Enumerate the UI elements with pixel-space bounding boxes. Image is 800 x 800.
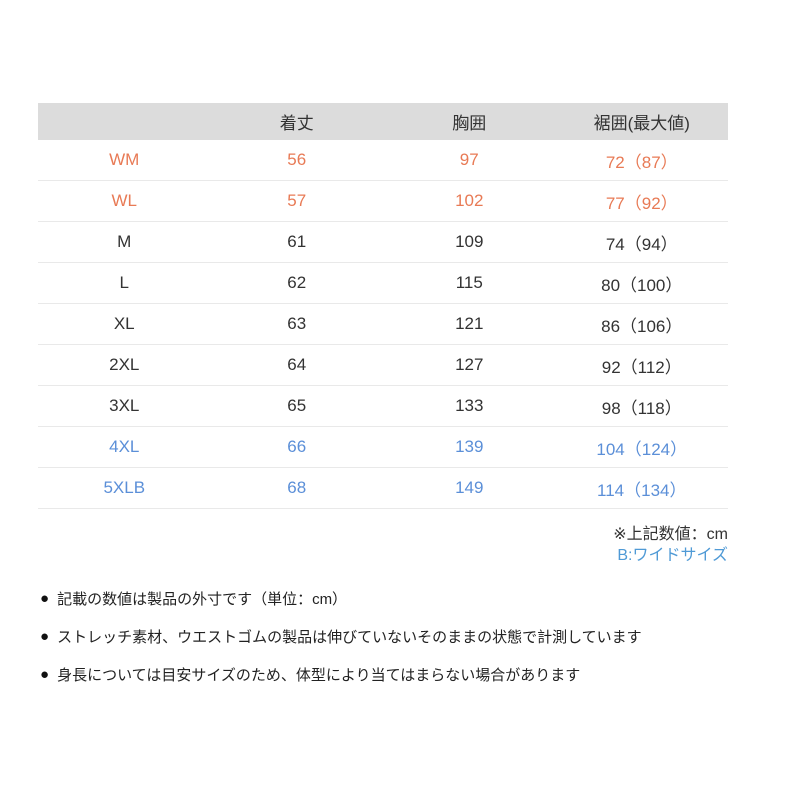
- chest-cell: 109: [455, 232, 484, 251]
- hem-cell: 114（134）: [597, 480, 687, 500]
- footnote-text: ストレッチ素材、ウエストゴムの製品は伸びていないそのままの状態で計測しています: [57, 629, 642, 646]
- unit-note: ※上記数値：cm: [613, 526, 728, 543]
- length-cell: 57: [287, 191, 307, 210]
- size-label-cell: M: [117, 232, 132, 251]
- size-label-cell: WM: [109, 150, 140, 169]
- chest-cell: 115: [455, 273, 483, 292]
- chest-cell: 102: [455, 191, 484, 210]
- size-label-cell: XL: [113, 314, 135, 333]
- chest-cell: 133: [455, 396, 484, 415]
- hem-cell: 86（106）: [601, 316, 683, 336]
- footnote-item: ● ストレッチ素材、ウエストゴムの製品は伸びていないそのままの状態で計測していま…: [40, 626, 760, 647]
- table-row: 3XL 65 133 98（118）: [38, 386, 728, 427]
- header-hem-max: 裾囲(最大値): [593, 114, 690, 133]
- notes-block: ※上記数値：cm B:ワイドサイズ: [38, 524, 728, 566]
- length-cell: 56: [287, 150, 307, 169]
- wide-size-note: B:ワイドサイズ: [617, 547, 728, 564]
- bullet-icon: ●: [40, 628, 50, 645]
- table-header-row: 着丈 胸囲 裾囲(最大値): [38, 103, 728, 140]
- size-label-cell: 5XLB: [103, 478, 146, 497]
- size-label-cell: L: [119, 273, 129, 292]
- footnote-item: ● 身長については目安サイズのため、体型により当てはまらない場合があります: [40, 664, 760, 685]
- table-row: M 61 109 74（94）: [38, 222, 728, 263]
- footnote-text: 記載の数値は製品の外寸です（単位：cm）: [57, 591, 348, 608]
- chest-cell: 139: [455, 437, 484, 456]
- hem-cell: 98（118）: [601, 398, 682, 418]
- length-cell: 63: [287, 314, 307, 333]
- chest-cell: 149: [455, 478, 484, 497]
- length-cell: 65: [287, 396, 307, 415]
- table-row: 2XL 64 127 92（112）: [38, 345, 728, 386]
- table-body: WM 56 97 72（87） WL 57 102 77（92） M 61 10…: [38, 140, 728, 509]
- hem-cell: 92（112）: [601, 357, 682, 377]
- size-label-cell: WL: [111, 191, 138, 210]
- table-row: 4XL 66 139 104（124）: [38, 427, 728, 468]
- chest-cell: 121: [455, 314, 484, 333]
- hem-cell: 72（87）: [605, 152, 678, 172]
- table-row: 5XLB 68 149 114（134）: [38, 468, 728, 509]
- length-cell: 66: [287, 437, 307, 456]
- chest-cell: 127: [455, 355, 484, 374]
- footnote-item: ● 記載の数値は製品の外寸です（単位：cm）: [40, 588, 760, 609]
- table-row: WM 56 97 72（87）: [38, 140, 728, 181]
- hem-cell: 77（92）: [605, 193, 678, 213]
- table-row: L 62 115 80（100）: [38, 263, 728, 304]
- size-label-cell: 4XL: [109, 437, 140, 456]
- footnotes: ● 記載の数値は製品の外寸です（単位：cm） ● ストレッチ素材、ウエストゴムの…: [40, 588, 760, 702]
- length-cell: 62: [287, 273, 307, 292]
- footnote-text: 身長については目安サイズのため、体型により当てはまらない場合があります: [57, 667, 581, 684]
- size-label-cell: 2XL: [109, 355, 140, 374]
- header-chest: 胸囲: [452, 114, 487, 133]
- size-table: 着丈 胸囲 裾囲(最大値) WM 56 97 72（87） WL 57 102 …: [38, 103, 728, 509]
- length-cell: 61: [287, 232, 307, 251]
- table-row: WL 57 102 77（92）: [38, 181, 728, 222]
- hem-cell: 74（94）: [605, 234, 678, 254]
- hem-cell: 104（124）: [596, 439, 688, 459]
- hem-cell: 80（100）: [601, 275, 683, 295]
- chest-cell: 97: [459, 150, 479, 169]
- bullet-icon: ●: [40, 590, 50, 607]
- length-cell: 68: [287, 478, 307, 497]
- length-cell: 64: [287, 355, 307, 374]
- header-length: 着丈: [279, 114, 314, 133]
- table-row: XL 63 121 86（106）: [38, 304, 728, 345]
- size-label-cell: 3XL: [109, 396, 140, 415]
- bullet-icon: ●: [40, 666, 50, 683]
